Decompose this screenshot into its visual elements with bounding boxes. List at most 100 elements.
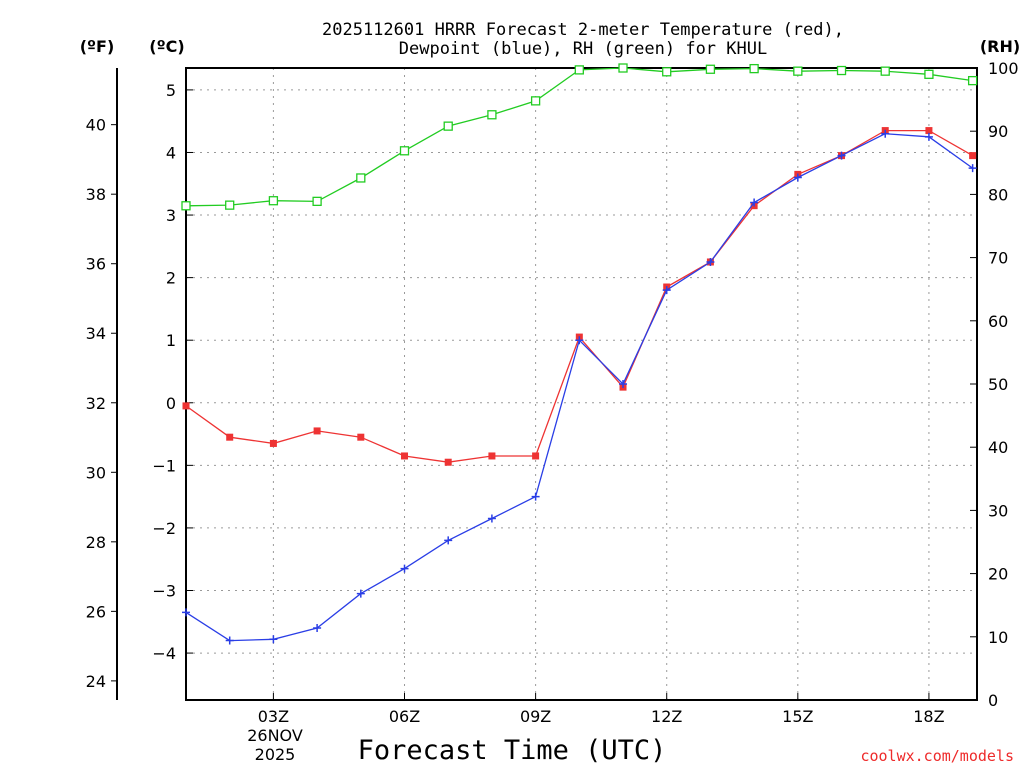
2-meter-temperature-point [925, 127, 933, 135]
rh-point [880, 66, 890, 76]
rh-tick-label: 60 [988, 312, 1008, 331]
fahrenheit-tick-label: 40 [86, 116, 106, 135]
rh-tick-label: 40 [988, 438, 1008, 457]
2-meter-temperature-point [313, 427, 321, 435]
rh-point [705, 64, 716, 74]
dewpoint-point [662, 286, 671, 295]
date-day-label: 26NOV [247, 726, 303, 745]
dewpoint-line [185, 133, 973, 642]
2-meter-temperature-point [401, 452, 409, 460]
rh-point [793, 66, 803, 76]
fahrenheit-tick-label: 32 [86, 394, 106, 413]
dewpoint-point [225, 636, 234, 645]
dewpoint-point [793, 173, 802, 182]
2-meter-temperature-line [185, 129, 973, 463]
dewpoint-point [356, 589, 365, 598]
fahrenheit-tick-label: 30 [86, 463, 106, 482]
dewpoint-point [269, 635, 278, 644]
dewpoint-point [400, 564, 409, 573]
celsius-tick-label: 5 [166, 81, 176, 100]
rh-point [749, 63, 759, 74]
x-tick-label: 06Z [389, 707, 420, 726]
rh-point [312, 196, 322, 207]
rh-tick-label: 100 [988, 59, 1019, 78]
celsius-tick-label: −1 [152, 456, 176, 475]
x-tick-label: 09Z [520, 707, 551, 726]
celsius-tick-label: −2 [152, 519, 176, 538]
rh-point [487, 110, 497, 120]
rh-tick-label: 20 [988, 565, 1008, 584]
rh-tick-label: 0 [988, 691, 998, 710]
rh-point [443, 121, 453, 131]
dewpoint-point [487, 514, 496, 523]
2-meter-temperature-point [269, 439, 277, 447]
fahrenheit-tick-label: 36 [86, 255, 106, 274]
dewpoint-point [619, 380, 628, 388]
rh-point [836, 65, 847, 76]
dewpoint-point [575, 336, 584, 345]
x-tick-label: 12Z [651, 707, 682, 726]
dewpoint-point [313, 624, 322, 633]
2-meter-temperature-point [488, 452, 496, 460]
chart-title: 2025112601 HRRR Forecast 2-meter Tempera… [322, 20, 844, 40]
dewpoint-point [531, 492, 540, 501]
2-meter-temperature-point [226, 433, 234, 441]
axes [111, 67, 978, 701]
rh-point [268, 196, 279, 206]
rh-tick-label: 70 [988, 249, 1008, 268]
rh-tick-label: 10 [988, 628, 1008, 647]
dewpoint-point [444, 536, 453, 545]
2-meter-temperature-point [969, 152, 977, 160]
fahrenheit-tick-label: 34 [86, 324, 106, 343]
celsius-tick-label: 3 [166, 206, 176, 225]
grid-lines [186, 68, 977, 700]
fahrenheit-tick-label: 26 [86, 602, 106, 621]
celsius-tick-label: 0 [166, 394, 176, 413]
date-year-label: 2025 [255, 745, 296, 764]
dewpoint-point [837, 151, 846, 160]
2-meter-temperature-point [357, 433, 365, 441]
rh-point [967, 75, 978, 86]
celsius-tick-label: 2 [166, 269, 176, 288]
celsius-tick-label: 4 [166, 143, 176, 162]
x-tick-label: 15Z [782, 707, 813, 726]
dewpoint-point [706, 257, 715, 266]
rh-tick-label: 50 [988, 375, 1008, 394]
2-meter-temperature-point [182, 402, 190, 410]
tick-labels: 03Z 06Z 09Z 12Z 15Z 18Z−4−3−2−101234501020304… [86, 59, 1019, 726]
x-axis-title: Forecast Time (UTC) [358, 735, 667, 766]
dewpoint-point [881, 129, 890, 138]
fahrenheit-tick-label: 38 [86, 185, 106, 204]
rh-point [662, 67, 672, 77]
rh-point [181, 201, 191, 211]
chart-subtitle: Dewpoint (blue), RH (green) for KHUL [399, 39, 767, 59]
celsius-tick-label: −4 [152, 644, 176, 663]
series-lines [181, 63, 978, 645]
celsius-tick-label: −3 [152, 581, 176, 600]
rh-unit-label: (RH) [980, 37, 1020, 56]
dewpoint-point [750, 198, 759, 207]
dewpoint-point [924, 132, 933, 141]
x-tick-label: 18Z [913, 707, 944, 726]
fahrenheit-tick-label: 24 [86, 672, 106, 691]
rh-tick-label: 80 [988, 185, 1008, 204]
rh-point [356, 173, 366, 183]
dewpoint-point [182, 608, 190, 617]
rh-point [574, 65, 584, 75]
2-meter-temperature-point [444, 458, 452, 466]
fahrenheit-tick-label: 28 [86, 533, 106, 552]
x-tick-label: 03Z [258, 707, 289, 726]
rh-point [530, 96, 541, 106]
credit-label: coolwx.com/models [860, 747, 1014, 765]
rh-point [924, 69, 934, 79]
rh-point [399, 146, 410, 156]
celsius-tick-label: 1 [166, 331, 176, 350]
celsius-unit-label: (ºC) [149, 37, 184, 56]
dewpoint-point [968, 164, 977, 173]
rh-tick-label: 90 [988, 122, 1008, 141]
plot-frame [185, 67, 978, 701]
rh-point [225, 200, 235, 210]
rh-point [618, 63, 628, 73]
2-meter-temperature-point [532, 452, 540, 460]
